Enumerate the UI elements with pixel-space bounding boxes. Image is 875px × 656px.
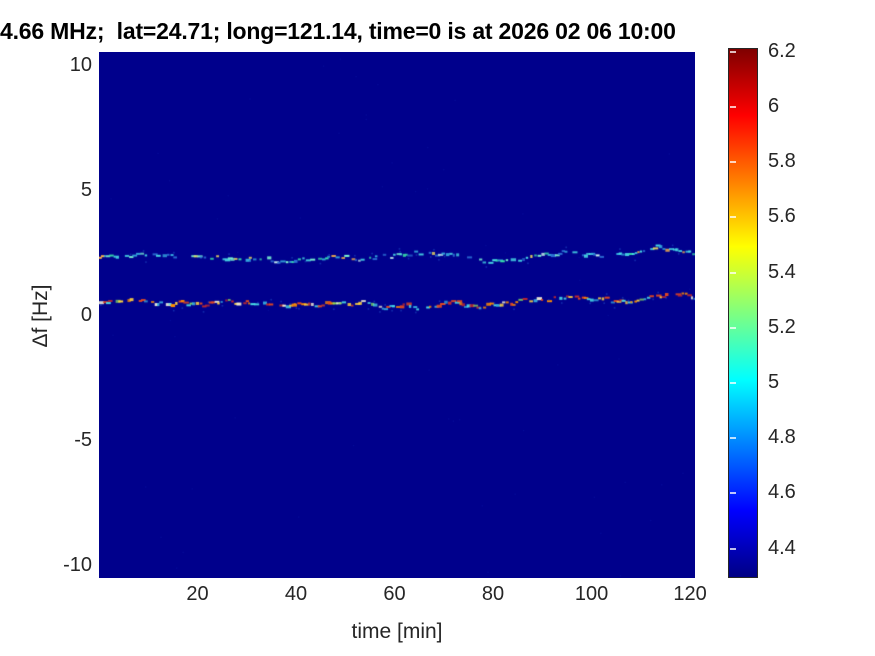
y-tick-label: -5 (74, 429, 92, 451)
x-tick-label: 120 (673, 583, 707, 605)
colorbar-tick-mark (730, 382, 736, 384)
colorbar-tick-mark (730, 271, 736, 274)
colorbar-tick-label: 4.6 (768, 481, 796, 504)
colorbar-tick-label: 4.4 (768, 536, 796, 559)
y-tick-label: 10 (69, 54, 92, 76)
x-axis-label: time [min] (351, 620, 443, 643)
colorbar-tick-mark (730, 326, 736, 329)
colorbar-tick-label: 5 (768, 371, 780, 393)
colorbar-tick-label: 4.8 (768, 426, 796, 449)
figure-title: 4.66 MHz; lat=24.71; long=121.14, time=0… (0, 18, 676, 44)
colorbar-tick-label: 5.8 (768, 150, 796, 173)
y-tick-label: -10 (63, 554, 92, 576)
y-tick-label: 5 (80, 179, 92, 201)
colorbar-tick-mark (730, 547, 736, 550)
colorbar-tick-label: 5.6 (768, 205, 796, 228)
colorbar-tick-mark (730, 216, 736, 219)
x-tick-label: 60 (383, 583, 406, 605)
colorbar-tick-mark (730, 50, 736, 53)
colorbar-tick-mark (730, 161, 736, 164)
colorbar (728, 48, 758, 578)
colorbar-tick-mark (730, 492, 736, 495)
x-tick-label: 40 (284, 583, 308, 605)
colorbar-tick-mark (730, 437, 736, 440)
colorbar-tick-label: 5.2 (768, 315, 796, 338)
x-tick-label: 20 (186, 583, 209, 605)
colorbar-tick-label: 5.4 (768, 260, 796, 283)
colorbar-tick-label: 6 (768, 94, 780, 117)
y-tick-label: 0 (80, 304, 92, 326)
spectrogram-plot (99, 52, 695, 578)
x-tick-label: 100 (574, 583, 609, 605)
colorbar-tick-label: 6.2 (768, 39, 796, 62)
colorbar-tick-mark (730, 105, 736, 108)
x-tick-label: 80 (481, 583, 505, 605)
